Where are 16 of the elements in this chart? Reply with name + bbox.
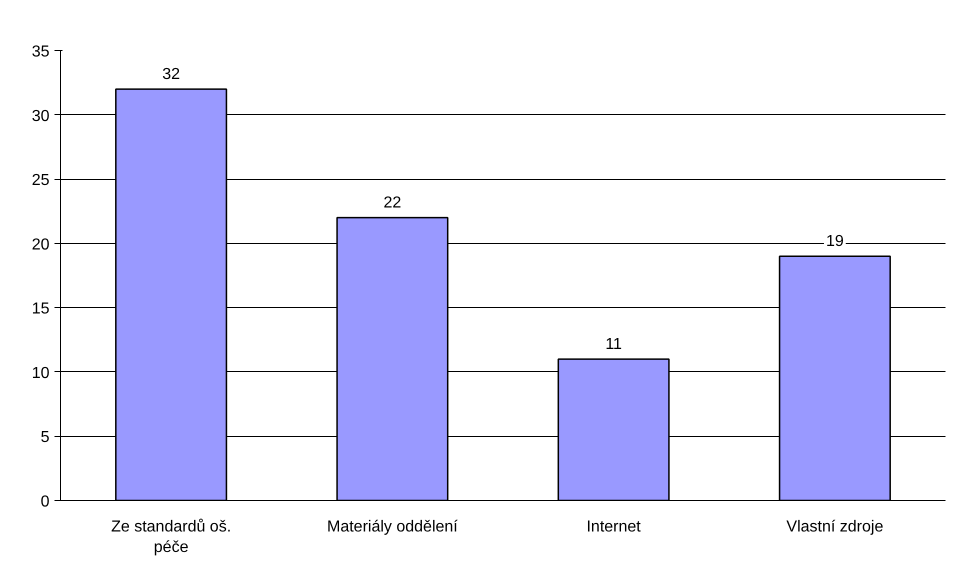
data-label: 19	[826, 233, 844, 250]
x-tick-label: Vlastní zdroje	[786, 518, 884, 536]
y-tick-label: 15	[32, 300, 50, 318]
y-tick-label: 10	[32, 364, 50, 382]
x-tick-label: Materiály oddělení	[327, 518, 458, 536]
y-tick-label: 30	[32, 108, 50, 125]
x-tick-label: Internet	[586, 518, 642, 536]
y-tick-label: 20	[32, 236, 50, 254]
data-label: 32	[162, 66, 180, 84]
y-tick-label: 35	[32, 44, 50, 60]
y-tick-label: 0	[40, 494, 50, 510]
x-tick-label: Ze standardů oš. péče	[111, 518, 232, 556]
y-tick-label: 5	[40, 429, 50, 446]
y-tick-label: 25	[32, 172, 50, 190]
data-label: 11	[605, 336, 622, 354]
data-label: 22	[383, 194, 402, 212]
